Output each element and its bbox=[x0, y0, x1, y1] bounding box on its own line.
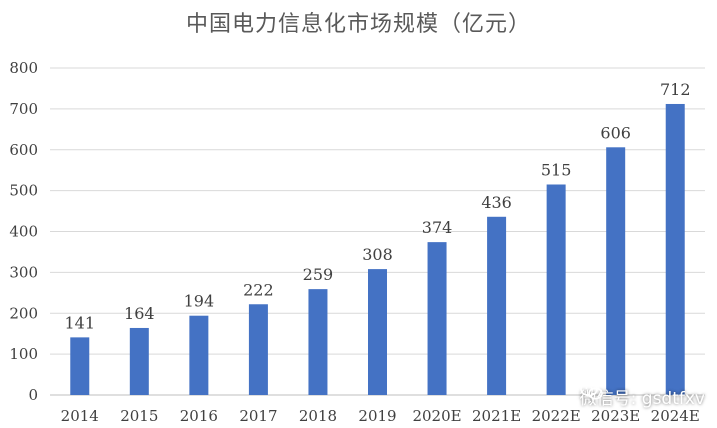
x-tick-label: 2017 bbox=[239, 407, 277, 425]
y-tick-label: 0 bbox=[28, 386, 38, 404]
y-tick-label: 400 bbox=[9, 223, 38, 241]
data-label: 606 bbox=[600, 123, 631, 142]
y-tick-label: 700 bbox=[9, 100, 38, 118]
x-axis-ticks: 2014 2015 2016 2017 2018 2019 2020E 2021E 2022E 2… bbox=[61, 407, 700, 425]
data-label: 515 bbox=[541, 160, 572, 179]
data-label: 194 bbox=[184, 292, 215, 311]
data-label: 712 bbox=[660, 80, 691, 99]
watermark: 微信号: gsdtfxv bbox=[580, 381, 705, 411]
bar bbox=[665, 103, 685, 395]
bar bbox=[70, 337, 90, 395]
bar bbox=[546, 184, 566, 395]
x-tick-label: 2019 bbox=[358, 407, 396, 425]
y-tick-label: 800 bbox=[9, 59, 38, 77]
bar bbox=[129, 327, 149, 395]
y-tick-label: 200 bbox=[9, 304, 38, 322]
x-tick-label: 2020E bbox=[412, 407, 461, 425]
bar bbox=[427, 242, 447, 395]
bar bbox=[487, 216, 507, 395]
x-tick-label: 2024E bbox=[651, 407, 700, 425]
x-tick-label: 2016 bbox=[180, 407, 218, 425]
data-label: 222 bbox=[243, 280, 274, 299]
data-label: 164 bbox=[124, 304, 155, 323]
x-tick-label: 2021E bbox=[472, 407, 521, 425]
bar bbox=[368, 269, 387, 395]
data-label: 141 bbox=[64, 313, 95, 332]
bar bbox=[189, 315, 209, 395]
x-tick-label: 2015 bbox=[120, 407, 158, 425]
y-axis-ticks: 0 100 200 300 400 500 600 700 800 bbox=[9, 59, 38, 404]
y-tick-label: 600 bbox=[9, 141, 38, 159]
watermark-text: 微信号: gsdtfxv bbox=[579, 388, 705, 409]
bar bbox=[606, 147, 626, 395]
data-label: 308 bbox=[362, 245, 393, 264]
bar bbox=[308, 289, 328, 395]
y-tick-label: 100 bbox=[9, 345, 38, 363]
x-tick-label: 2018 bbox=[299, 407, 337, 425]
x-tick-label: 2014 bbox=[61, 407, 99, 425]
chart-title: 中国电力信息化市场规模（亿元） bbox=[185, 12, 531, 37]
bar bbox=[248, 304, 268, 395]
y-tick-label: 500 bbox=[9, 182, 38, 200]
data-label: 374 bbox=[422, 218, 453, 237]
data-labels: 141 164 194 222 259 308 374 436 515 606 712 bbox=[64, 80, 690, 332]
x-tick-label: 2023E bbox=[591, 407, 640, 425]
wechat-icon bbox=[579, 381, 603, 400]
data-label: 436 bbox=[481, 193, 512, 212]
bars bbox=[70, 103, 685, 395]
x-tick-label: 2022E bbox=[532, 407, 581, 425]
data-label: 259 bbox=[303, 265, 334, 284]
y-tick-label: 300 bbox=[9, 263, 38, 281]
